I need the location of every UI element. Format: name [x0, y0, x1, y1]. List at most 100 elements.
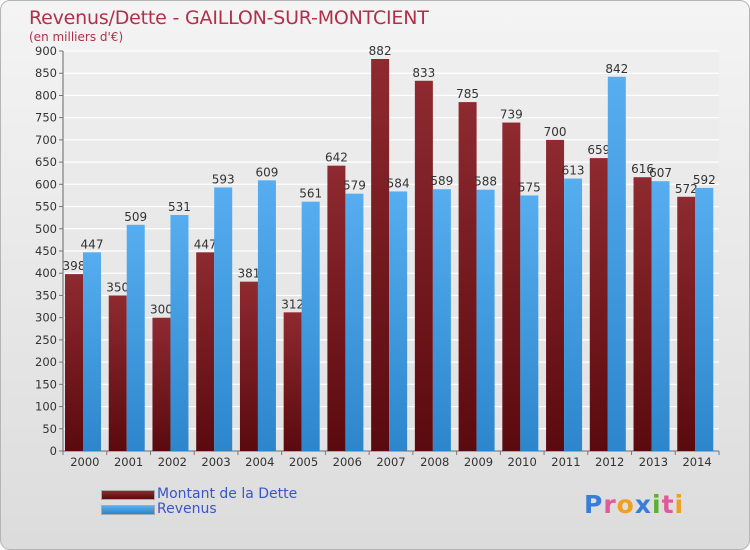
y-tick-label: 650 — [35, 155, 57, 169]
bar-dette — [65, 274, 83, 451]
y-tick-label: 800 — [35, 88, 57, 102]
data-label-revenus: 509 — [124, 210, 147, 224]
bar-revenus — [389, 191, 408, 451]
bar-dette — [283, 312, 302, 451]
bar-revenus — [695, 187, 714, 451]
data-label-dette: 616 — [631, 162, 654, 176]
bar-revenus — [170, 215, 189, 451]
x-tick-label: 2008 — [420, 455, 449, 469]
bar-dette — [327, 165, 346, 451]
legend-swatch-dette — [101, 490, 155, 500]
x-tick-label: 2013 — [639, 455, 668, 469]
bar-revenus — [301, 201, 320, 451]
bar-dette — [502, 122, 521, 452]
bar-revenus — [257, 180, 276, 452]
bar-revenus — [520, 195, 539, 451]
bar-dette — [152, 317, 171, 451]
data-label-revenus: 609 — [255, 165, 278, 179]
bar-revenus — [607, 76, 626, 452]
y-tick-label: 300 — [35, 311, 57, 325]
data-label-dette: 398 — [63, 259, 86, 273]
x-tick-label: 2004 — [245, 455, 274, 469]
bar-revenus — [83, 252, 101, 451]
data-label-dette: 833 — [412, 66, 435, 80]
x-tick-label: 2000 — [70, 455, 99, 469]
bar-revenus — [126, 224, 145, 451]
x-tick-label: 2012 — [595, 455, 624, 469]
data-label-dette: 381 — [237, 267, 260, 281]
data-label-dette: 739 — [500, 108, 523, 122]
y-tick-label: 350 — [35, 288, 57, 302]
bar-dette — [633, 177, 652, 451]
bar-revenus — [476, 189, 495, 451]
proxiti-logo: Proxiti — [584, 490, 684, 519]
y-tick-label: 600 — [35, 177, 57, 191]
y-tick-label: 100 — [35, 400, 57, 414]
logo-letter: r — [603, 490, 617, 519]
y-tick-label: 850 — [35, 66, 57, 80]
x-tick-label: 2014 — [682, 455, 711, 469]
bar-revenus — [432, 189, 451, 451]
legend-label-dette: Montant de la Dette — [157, 486, 298, 502]
data-label-dette: 700 — [544, 125, 567, 139]
data-label-dette: 447 — [194, 237, 217, 251]
logo-letter: o — [616, 490, 635, 519]
data-label-revenus: 589 — [430, 174, 453, 188]
data-label-revenus: 531 — [168, 200, 191, 214]
data-label-revenus: 607 — [649, 166, 672, 180]
y-tick-label: 250 — [35, 333, 57, 347]
data-label-revenus: 593 — [212, 172, 235, 186]
bar-dette — [239, 281, 258, 451]
legend-swatch-revenus — [101, 505, 155, 515]
x-tick-label: 2009 — [464, 455, 493, 469]
data-label-dette: 572 — [675, 182, 698, 196]
y-tick-label: 450 — [35, 244, 57, 258]
x-tick-label: 2005 — [289, 455, 318, 469]
bar-revenus — [214, 187, 233, 451]
data-label-dette: 300 — [150, 303, 173, 317]
x-tick-label: 2001 — [114, 455, 143, 469]
bar-dette — [196, 252, 215, 451]
legend-label-revenus: Revenus — [157, 501, 217, 517]
x-tick-label: 2011 — [551, 455, 580, 469]
logo-letter: P — [584, 490, 604, 519]
y-tick-label: 0 — [50, 444, 57, 458]
y-tick-label: 500 — [35, 222, 57, 236]
bar-dette — [677, 196, 696, 451]
y-tick-label: 50 — [42, 422, 57, 436]
bar-dette — [546, 139, 565, 451]
bar-dette — [589, 158, 608, 451]
x-tick-label: 2003 — [201, 455, 230, 469]
data-label-revenus: 561 — [299, 187, 322, 201]
bar-dette — [108, 295, 127, 451]
y-tick-label: 400 — [35, 266, 57, 280]
data-label-dette: 642 — [325, 151, 348, 165]
data-label-revenus: 447 — [81, 237, 104, 251]
y-tick-label: 150 — [35, 377, 57, 391]
y-tick-label: 700 — [35, 133, 57, 147]
data-label-dette: 312 — [281, 297, 304, 311]
bar-dette — [458, 102, 477, 451]
data-label-revenus: 842 — [605, 62, 628, 76]
data-label-revenus: 575 — [518, 180, 541, 194]
bar-revenus — [345, 193, 364, 451]
y-tick-label: 550 — [35, 200, 57, 214]
x-tick-label: 2010 — [508, 455, 537, 469]
data-label-dette: 785 — [456, 87, 479, 101]
data-label-revenus: 588 — [474, 175, 497, 189]
x-tick-label: 2007 — [376, 455, 405, 469]
data-label-dette: 659 — [587, 143, 610, 157]
bar-revenus — [651, 181, 670, 451]
logo-letter: i — [652, 490, 662, 519]
y-tick-label: 200 — [35, 355, 57, 369]
bar-dette — [414, 80, 433, 452]
bar-dette — [371, 59, 390, 451]
logo-letter: t — [661, 490, 675, 519]
bar-revenus — [564, 178, 583, 452]
chart-subtitle: (en milliers d'€) — [29, 30, 124, 44]
chart-title: Revenus/Dette - GAILLON-SUR-MONTCIENT — [29, 7, 429, 29]
data-label-dette: 350 — [106, 280, 129, 294]
y-tick-label: 750 — [35, 111, 57, 125]
